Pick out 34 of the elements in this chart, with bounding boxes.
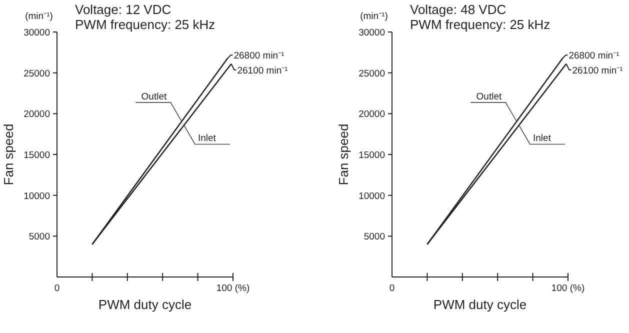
x-tick-label: 0 <box>389 283 395 294</box>
text: (min⁻¹) <box>360 11 388 22</box>
y-tick-label: 20000 <box>24 109 50 120</box>
text: 26800 min⁻¹ <box>568 50 620 62</box>
text: 26800 min⁻¹ <box>234 50 284 62</box>
y-tick-label: 30000 <box>358 28 385 38</box>
text: (min⁻¹) <box>25 11 53 22</box>
y-tick-label: 15000 <box>24 150 50 161</box>
y-tick-label: 20000 <box>358 109 385 120</box>
chart-title: Voltage: 48 VDC <box>410 2 506 17</box>
text: 26100 min⁻¹ <box>237 65 288 76</box>
y-axis-title: Fan speed <box>336 124 351 186</box>
y-tick-label: 10000 <box>24 190 50 202</box>
chart-subtitle: PWM frequency: 25 kHz <box>75 17 216 32</box>
y-axis-title: Fan speed <box>1 124 16 186</box>
chart-title: Voltage: 12 VDC <box>75 2 172 17</box>
y-tick-label: 25000 <box>358 68 385 80</box>
y-tick-label: 25000 <box>24 68 50 80</box>
x-tick-label: 100 (%) <box>216 283 250 294</box>
y-tick-label: 5000 <box>28 232 50 243</box>
text: 26100 min⁻¹ <box>572 65 623 76</box>
y-tick-label: 30000 <box>24 28 50 38</box>
chart-subtitle: PWM frequency: 25 kHz <box>410 17 550 32</box>
text: Outlet <box>141 91 167 102</box>
series-label: Inlet <box>198 133 216 144</box>
y-tick-label: 5000 <box>364 232 385 243</box>
y-tick-label: 15000 <box>358 150 385 161</box>
x-axis-title: PWM duty cycle <box>433 297 527 312</box>
x-tick-label: 100 (%) <box>551 283 585 294</box>
x-tick-label: 0 <box>54 283 60 294</box>
x-axis-title: PWM duty cycle <box>98 297 192 312</box>
series-label: Inlet <box>532 133 552 144</box>
text: Outlet <box>476 91 502 102</box>
y-tick-label: 10000 <box>358 190 385 202</box>
